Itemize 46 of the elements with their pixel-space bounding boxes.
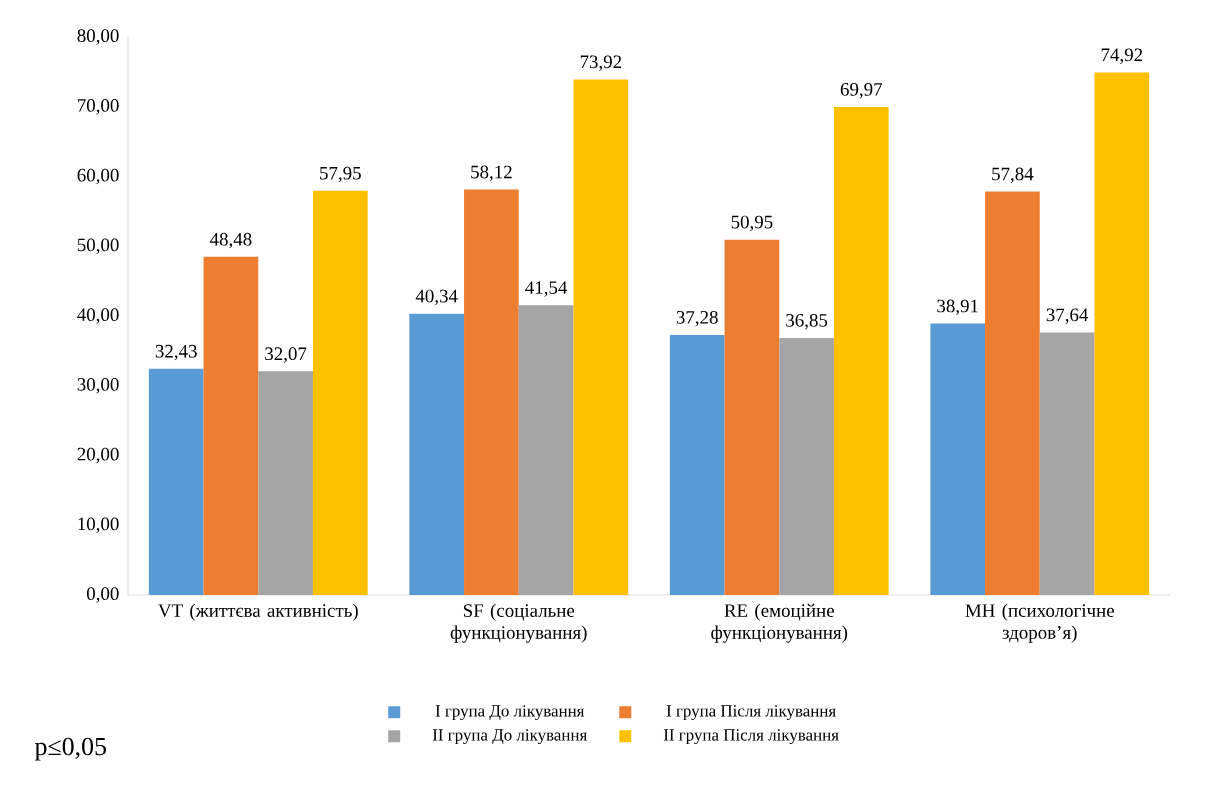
- data-label: 37,28: [676, 310, 718, 327]
- data-label: 40,34: [415, 289, 458, 306]
- y-tick-label: 50,00: [77, 238, 119, 254]
- data-label: 37,64: [1046, 308, 1089, 324]
- data-label: 32,07: [265, 347, 307, 363]
- y-tick-label: 0,00: [86, 587, 119, 603]
- data-label: 38,91: [937, 299, 978, 316]
- y-tick-label: 80,00: [77, 29, 119, 45]
- bar: [930, 323, 986, 595]
- data-label: 57,84: [992, 167, 1034, 184]
- y-tick-label: 40,00: [77, 308, 119, 324]
- legend-label: II група Після лікування: [663, 729, 839, 745]
- x-tick-label: RE (емоційне функціонування): [711, 603, 848, 643]
- bar: [203, 256, 259, 595]
- y-tick-label: 20,00: [77, 447, 119, 464]
- data-label: 32,43: [155, 344, 197, 361]
- data-label: 74,92: [1101, 48, 1143, 64]
- bar: [312, 190, 368, 595]
- bar: [573, 79, 629, 595]
- data-label: 48,48: [209, 232, 252, 249]
- bar: [669, 334, 725, 595]
- bar: [409, 313, 465, 595]
- data-label: 58,12: [471, 165, 512, 182]
- y-tick-label: 70,00: [78, 99, 119, 115]
- x-tick-label: VT (життєва активність): [158, 603, 358, 621]
- data-label: 36,85: [786, 313, 828, 330]
- x-tick-label: SF (соціальне функціонування): [450, 603, 587, 643]
- bar: [833, 106, 889, 595]
- legend-label: I група До лікування: [435, 705, 585, 721]
- bar: [148, 368, 204, 595]
- text: p≤0,05: [34, 737, 106, 761]
- y-tick-label: 10,00: [78, 517, 119, 533]
- data-label: 41,54: [525, 281, 568, 297]
- data-label: 57,95: [320, 166, 361, 183]
- bar: [985, 191, 1040, 595]
- legend-label: I група Після лікування: [666, 705, 836, 721]
- y-tick-label: 60,00: [77, 168, 119, 185]
- bar: [1094, 72, 1150, 595]
- bar: [724, 239, 780, 595]
- bar: [464, 189, 519, 595]
- data-label: 50,95: [731, 215, 773, 232]
- data-label: 69,97: [840, 83, 883, 99]
- y-tick-label: 30,00: [77, 378, 119, 394]
- x-tick-label: MH (психологічне здоров’я): [965, 603, 1114, 643]
- legend-label: II група До лікування: [432, 729, 587, 745]
- data-label: 73,92: [580, 55, 622, 71]
